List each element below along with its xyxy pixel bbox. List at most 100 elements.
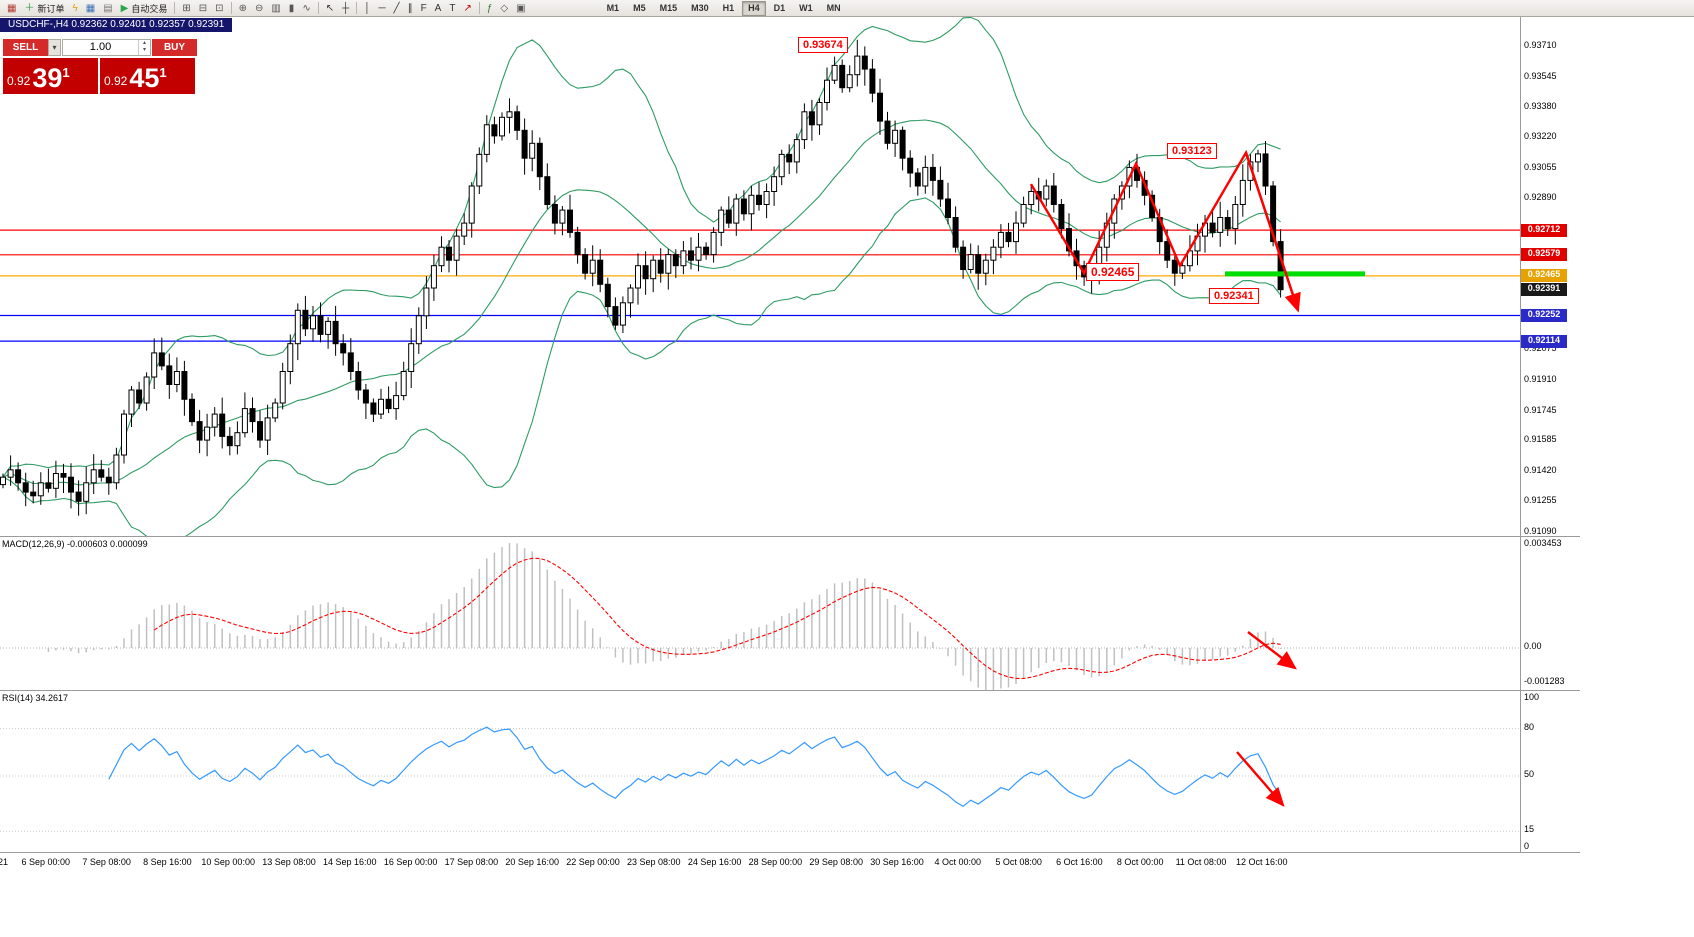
timeframe-h4-button[interactable]: H4 bbox=[742, 0, 766, 16]
trendline-icon[interactable]: ╱ bbox=[391, 1, 403, 16]
alert-icon[interactable]: ϟ bbox=[69, 1, 80, 16]
macd-indicator-pane[interactable] bbox=[0, 537, 1520, 691]
volume-spinner[interactable]: ▴ ▾ bbox=[138, 40, 150, 55]
line-chart-icon: ∿ bbox=[302, 2, 311, 14]
time-axis-label: 20 Sep 16:00 bbox=[505, 857, 559, 867]
spinner-up-icon[interactable]: ▴ bbox=[142, 40, 146, 46]
annotation-lower-high[interactable]: 0.93123 bbox=[1167, 143, 1217, 159]
template-icon[interactable]: ▣ bbox=[513, 1, 528, 16]
price-axis-badge: 0.92579 bbox=[1521, 248, 1567, 262]
toolbar-separator bbox=[230, 2, 232, 14]
order-dropdown-icon[interactable]: ▾ bbox=[48, 39, 61, 56]
profiles-icon[interactable]: ▤ bbox=[100, 1, 115, 16]
time-axis-label: 17 Sep 08:00 bbox=[444, 857, 499, 867]
fibonacci-icon[interactable]: F bbox=[418, 1, 430, 16]
autotrading-button-label: 自动交易 bbox=[131, 3, 168, 14]
time-axis-label: 14 Sep 16:00 bbox=[323, 857, 377, 867]
timeframe-m1-button[interactable]: M1 bbox=[601, 1, 626, 16]
time-axis-label: 7 Sep 08:00 bbox=[82, 857, 131, 867]
rsi-svg bbox=[0, 726, 1520, 832]
time-axis-label: 28 Sep 00:00 bbox=[748, 857, 803, 867]
time-axis-label: 22 Sep 00:00 bbox=[566, 857, 620, 867]
tile-windows-icon: ⊞ bbox=[182, 2, 191, 14]
price-axis-label: 0.91745 bbox=[1524, 404, 1557, 415]
timeframe-mn-button[interactable]: MN bbox=[821, 1, 847, 16]
template-icon: ▣ bbox=[516, 2, 526, 14]
time-axis-label: 29 Sep 08:00 bbox=[809, 857, 863, 867]
time-axis-label: 6 Sep 00:00 bbox=[21, 857, 71, 867]
autotrading-button: ▶ bbox=[120, 2, 129, 14]
charts-grid-icon[interactable]: ▦ bbox=[83, 1, 98, 16]
one-click-trading-panel: SELL ▾ 1.00 ▴ ▾ BUY 0.92 39 1 0.92 45 1 bbox=[3, 39, 197, 94]
timeframe-m15-button[interactable]: M15 bbox=[654, 1, 684, 16]
line-chart-icon[interactable]: ∿ bbox=[299, 1, 313, 16]
zoom-in-icon[interactable]: ⊕ bbox=[236, 1, 250, 16]
timeframe-m30-button[interactable]: M30 bbox=[685, 1, 715, 16]
buy-button[interactable]: BUY bbox=[152, 39, 197, 56]
timeframe-w1-button[interactable]: W1 bbox=[793, 1, 819, 16]
sell-button[interactable]: SELL bbox=[3, 39, 48, 56]
price-axis-label: 0.91585 bbox=[1524, 434, 1557, 445]
volume-input[interactable]: 1.00 ▴ ▾ bbox=[62, 39, 151, 56]
price-axis-label: 0.91255 bbox=[1524, 495, 1557, 506]
rsi-scale-label: 0 bbox=[1524, 841, 1530, 851]
timeframe-h1-button[interactable]: H1 bbox=[717, 1, 741, 16]
spinner-down-icon[interactable]: ▾ bbox=[142, 47, 146, 53]
autotrading-button[interactable]: ▶ 自动交易 bbox=[118, 1, 171, 16]
cursor-icon: ↖ bbox=[325, 2, 335, 14]
channel-icon: ∥ bbox=[407, 2, 413, 14]
cascade-windows-icon[interactable]: ⊟ bbox=[196, 1, 210, 16]
indicators-icon[interactable]: ƒ bbox=[484, 1, 496, 16]
text-icon: A bbox=[434, 2, 442, 14]
horizontal-line-icon[interactable]: ─ bbox=[375, 1, 388, 16]
macd-scale-label: -0.001283 bbox=[1524, 676, 1565, 686]
trendline-icon: ╱ bbox=[393, 2, 400, 14]
time-axis-label: 16 Sep 00:00 bbox=[383, 857, 438, 867]
new-order-button[interactable]: ＋新订单 bbox=[21, 1, 67, 16]
profiles-icon: ▤ bbox=[103, 2, 113, 14]
periods-icon[interactable]: ◇ bbox=[497, 1, 511, 16]
candles-chart-icon[interactable]: ▮ bbox=[286, 1, 298, 16]
time-axis-label: 3 Sep 2021 bbox=[0, 857, 9, 867]
pane-separator[interactable] bbox=[0, 536, 1580, 537]
rsi-indicator-pane[interactable] bbox=[0, 691, 1520, 852]
channel-icon[interactable]: ∥ bbox=[405, 1, 416, 16]
new-chart-icon[interactable]: ▦ bbox=[4, 1, 19, 16]
cursor-icon[interactable]: ↖ bbox=[323, 1, 337, 16]
annotation-price-high[interactable]: 0.93674 bbox=[798, 37, 848, 53]
timeframe-m5-button[interactable]: M5 bbox=[627, 1, 652, 16]
volume-value[interactable]: 1.00 bbox=[89, 41, 112, 53]
buy-price-tile[interactable]: 0.92 45 1 bbox=[100, 58, 195, 94]
arrows-icon[interactable]: ↗ bbox=[460, 1, 474, 16]
zoom-out-icon[interactable]: ⊖ bbox=[252, 1, 266, 16]
rsi-label: RSI(14) 34.2617 bbox=[2, 693, 69, 703]
bars-chart-icon: ▥ bbox=[271, 2, 281, 14]
text-label-icon[interactable]: T bbox=[446, 1, 458, 16]
sell-price-tile[interactable]: 0.92 39 1 bbox=[3, 58, 98, 94]
pane-separator[interactable] bbox=[0, 690, 1580, 691]
macd-label: MACD(12,26,9) -0.000603 0.000099 bbox=[2, 539, 148, 549]
time-axis-label: 13 Sep 08:00 bbox=[262, 857, 316, 867]
price-chart-svg bbox=[0, 16, 1520, 549]
rsi-scale-label: 50 bbox=[1524, 769, 1535, 779]
toolbar-separator bbox=[174, 2, 176, 14]
annotation-last-low[interactable]: 0.92341 bbox=[1209, 288, 1259, 304]
toolbar-separator bbox=[356, 2, 358, 14]
tile-windows-icon[interactable]: ⊞ bbox=[179, 1, 193, 16]
text-label-icon: T bbox=[449, 2, 456, 14]
crosshair-icon[interactable]: ┼ bbox=[339, 1, 352, 16]
arrange-windows-icon[interactable]: ⊡ bbox=[212, 1, 226, 16]
time-axis-label: 6 Oct 16:00 bbox=[1056, 857, 1103, 867]
buy-price-prefix: 0.92 bbox=[104, 74, 128, 88]
bars-chart-icon[interactable]: ▥ bbox=[268, 1, 283, 16]
vertical-line-icon[interactable]: │ bbox=[361, 1, 373, 16]
text-icon[interactable]: A bbox=[432, 1, 445, 16]
price-chart-pane[interactable] bbox=[0, 16, 1520, 549]
toolbar: ▦ ＋新订单 ϟ ▦ ▤ ▶ 自动交易 ⊞ ⊟ ⊡ ⊕ ⊖ ▥ ▮ ∿ ↖ ┼ │ ─ ╱ ∥ F A T ↗ ƒ ◇ ▣ M1 M5 M1… bbox=[0, 0, 1694, 17]
annotation-support-level[interactable]: 0.92465 bbox=[1086, 263, 1140, 281]
price-axis-label: 0.93710 bbox=[1524, 40, 1557, 50]
timeframe-d1-button[interactable]: D1 bbox=[768, 1, 792, 16]
price-axis-label: 0.93055 bbox=[1524, 161, 1557, 172]
price-axis-badge: 0.92114 bbox=[1521, 334, 1567, 348]
price-axis-label: 0.93220 bbox=[1524, 130, 1557, 141]
